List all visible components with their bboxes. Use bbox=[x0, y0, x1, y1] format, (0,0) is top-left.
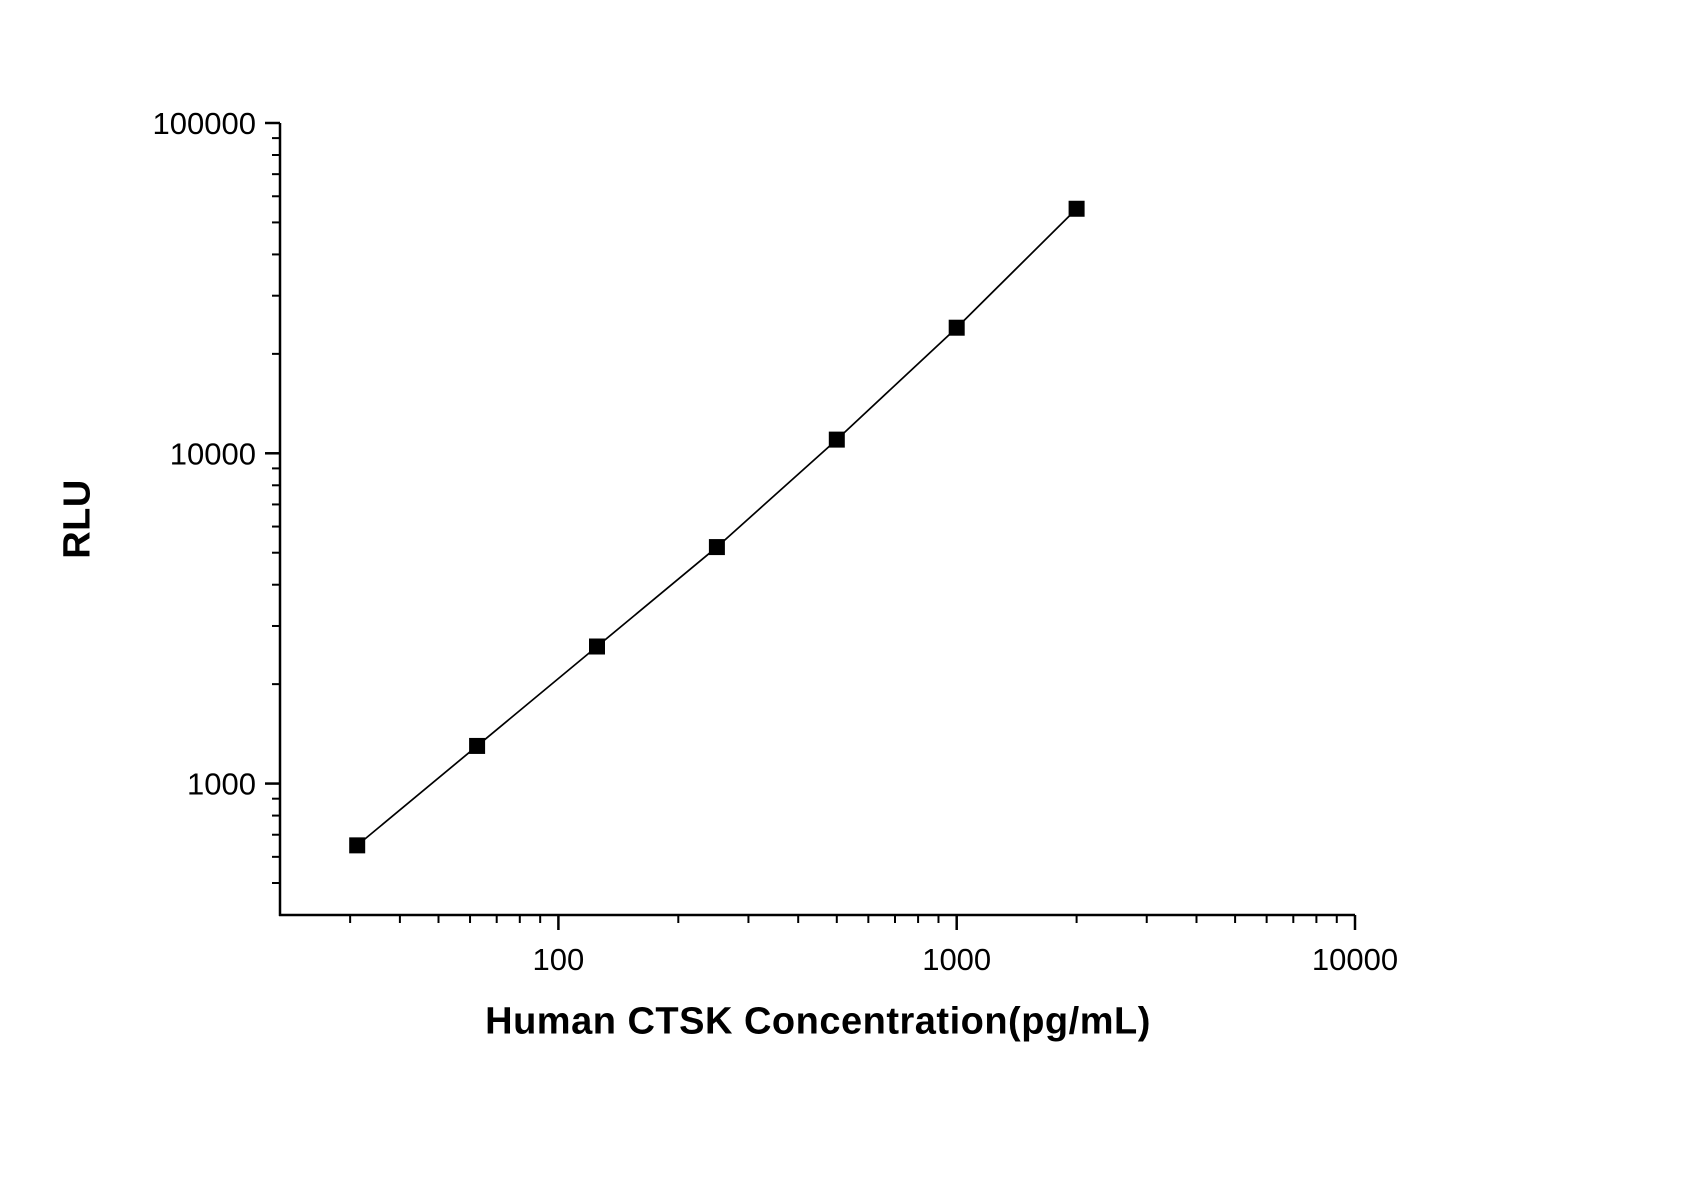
y-tick-label: 1000 bbox=[187, 767, 256, 802]
data-point-marker bbox=[708, 539, 725, 556]
data-point-marker bbox=[828, 431, 845, 448]
data-point-marker bbox=[1068, 200, 1085, 217]
x-tick-label: 10000 bbox=[1312, 942, 1398, 977]
x-tick-label: 100 bbox=[533, 942, 585, 977]
x-axis-title: Human CTSK Concentration(pg/mL) bbox=[485, 1000, 1151, 1043]
data-point-marker bbox=[469, 737, 486, 754]
y-tick-label: 10000 bbox=[170, 436, 256, 471]
x-tick-label: 1000 bbox=[922, 942, 991, 977]
data-point-marker bbox=[948, 319, 965, 336]
data-point-marker bbox=[349, 837, 366, 854]
y-tick-label: 100000 bbox=[153, 106, 256, 141]
data-point-marker bbox=[588, 638, 605, 655]
y-axis-title: RLU bbox=[56, 479, 99, 559]
series-line bbox=[356, 208, 1078, 847]
